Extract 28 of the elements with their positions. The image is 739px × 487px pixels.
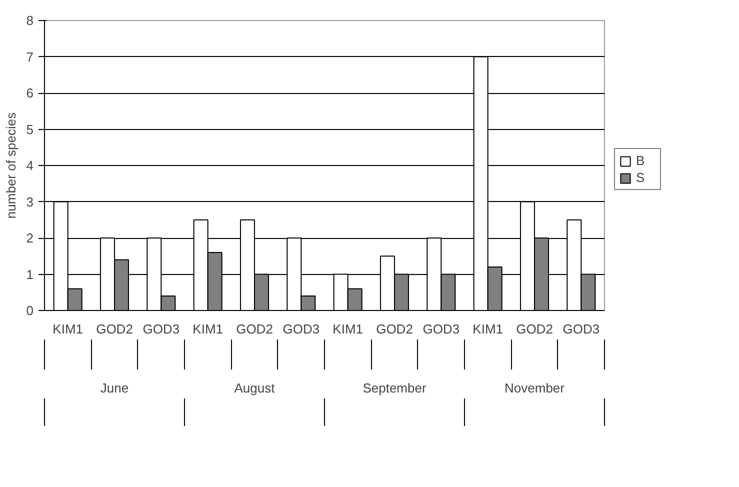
x-tick-label: KIM1: [332, 322, 364, 336]
x-tick-label: KIM1: [52, 322, 84, 336]
y-tick-label: 8: [26, 13, 34, 28]
x-tick-label: GOD2: [236, 322, 273, 336]
text: August: [234, 380, 276, 396]
legend-label: B: [636, 153, 646, 168]
x-tick-label: GOD2: [516, 322, 553, 336]
x-tick-label: KIM1: [472, 322, 504, 336]
y-tick-label: 2: [26, 230, 34, 246]
y-tick-label: 5: [26, 122, 34, 137]
x-tick-label: KIM1: [192, 322, 224, 336]
x-tick-label: GOD3: [142, 322, 180, 336]
x-tick-label: GOD2: [96, 322, 133, 336]
x-tick-label: GOD2: [376, 322, 413, 336]
legend-label: S: [636, 170, 646, 185]
y-tick-label: 4: [26, 158, 34, 173]
x-tick-label: GOD3: [282, 322, 320, 336]
y-tick-label: 7: [26, 49, 34, 64]
text: September: [362, 380, 427, 396]
y-tick-label: 1: [26, 266, 34, 282]
y-tick-label: 3: [26, 194, 34, 210]
x-tick-label: GOD3: [422, 322, 460, 336]
x-tick-label: GOD3: [562, 322, 600, 336]
text: June: [100, 380, 129, 396]
y-tick-label: 0: [26, 303, 34, 318]
y-tick-label: 6: [26, 86, 34, 100]
text: November: [504, 380, 566, 396]
y-axis-title: number of species: [3, 112, 18, 219]
